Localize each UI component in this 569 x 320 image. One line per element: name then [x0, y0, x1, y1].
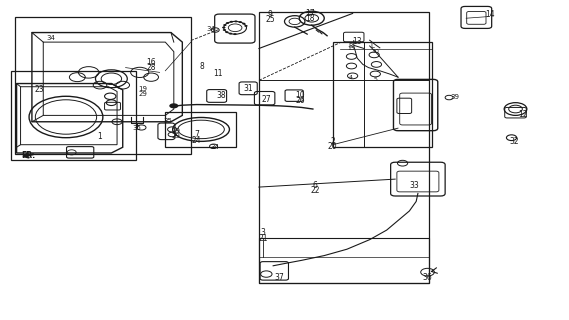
Text: 7: 7 — [194, 130, 199, 139]
Text: 16: 16 — [146, 58, 156, 67]
Text: 14: 14 — [485, 10, 495, 19]
Text: 25: 25 — [266, 15, 275, 24]
Text: 1: 1 — [98, 132, 102, 141]
Text: 38: 38 — [216, 92, 226, 100]
Circle shape — [229, 33, 232, 35]
Text: 15: 15 — [347, 46, 355, 51]
Circle shape — [225, 31, 229, 33]
Text: 24: 24 — [192, 136, 201, 145]
Text: 28: 28 — [146, 63, 156, 72]
Bar — [259, 12, 429, 283]
Bar — [259, 238, 429, 283]
Text: 4: 4 — [349, 75, 353, 80]
Text: R: R — [349, 43, 353, 49]
Text: 27: 27 — [262, 95, 271, 104]
Text: 37: 37 — [274, 273, 284, 282]
Text: FR.: FR. — [21, 151, 35, 160]
Text: 2: 2 — [331, 137, 335, 146]
Text: 5: 5 — [373, 76, 377, 82]
Text: 19: 19 — [138, 86, 147, 92]
Text: 34: 34 — [46, 35, 55, 41]
Text: 23: 23 — [35, 85, 44, 94]
Text: 35: 35 — [133, 125, 142, 131]
Text: 17: 17 — [305, 9, 315, 18]
Bar — [166, 112, 236, 147]
Bar — [15, 17, 191, 154]
Text: 22: 22 — [311, 186, 320, 195]
Text: 32: 32 — [510, 137, 519, 146]
Circle shape — [222, 27, 225, 28]
Circle shape — [223, 29, 226, 31]
Circle shape — [169, 103, 178, 108]
Text: 10: 10 — [295, 91, 304, 100]
Circle shape — [230, 21, 233, 23]
Text: 9: 9 — [268, 10, 273, 19]
Text: 29: 29 — [138, 92, 147, 97]
Text: 31: 31 — [244, 84, 253, 93]
Text: 20: 20 — [328, 142, 337, 151]
Circle shape — [242, 23, 245, 25]
Text: 6: 6 — [313, 181, 318, 190]
Text: L: L — [370, 43, 374, 49]
Circle shape — [238, 21, 242, 23]
Circle shape — [226, 22, 229, 24]
Circle shape — [233, 33, 237, 35]
Bar — [11, 71, 136, 160]
Circle shape — [234, 20, 238, 22]
Text: 33: 33 — [410, 181, 419, 190]
Text: 12: 12 — [518, 110, 527, 119]
Text: 19: 19 — [171, 128, 180, 134]
Text: 36: 36 — [423, 273, 432, 282]
Circle shape — [223, 24, 226, 26]
Text: 29: 29 — [171, 133, 180, 140]
Text: 39: 39 — [450, 94, 459, 100]
Circle shape — [244, 25, 248, 27]
Text: 30: 30 — [372, 49, 380, 54]
Text: 26: 26 — [295, 96, 304, 105]
Text: 34: 34 — [211, 144, 220, 150]
Bar — [333, 42, 432, 147]
Text: 13: 13 — [352, 37, 362, 46]
Text: 34: 34 — [207, 26, 215, 32]
Text: 8: 8 — [200, 62, 205, 71]
Text: 3: 3 — [261, 228, 265, 237]
Text: 18: 18 — [306, 14, 315, 23]
Text: 21: 21 — [258, 234, 267, 243]
Text: 11: 11 — [213, 68, 223, 77]
Text: 35: 35 — [164, 118, 172, 124]
